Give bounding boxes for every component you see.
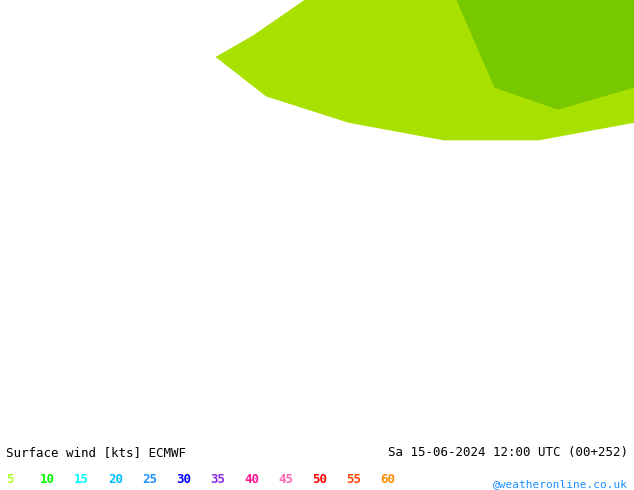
Text: 50: 50 [313,473,327,486]
Text: @weatheronline.co.uk: @weatheronline.co.uk [493,479,628,489]
Text: 35: 35 [210,473,225,486]
Text: 60: 60 [380,473,396,486]
Text: Sa 15-06-2024 12:00 UTC (00+252): Sa 15-06-2024 12:00 UTC (00+252) [387,446,628,459]
Text: 20: 20 [108,473,124,486]
Polygon shape [456,0,634,110]
Text: 15: 15 [74,473,89,486]
Text: 5: 5 [6,473,14,486]
Text: 10: 10 [41,473,55,486]
Text: 45: 45 [278,473,294,486]
Text: 30: 30 [176,473,191,486]
Polygon shape [216,0,634,140]
Text: 25: 25 [143,473,157,486]
Text: 55: 55 [346,473,361,486]
Text: 40: 40 [244,473,259,486]
Text: Surface wind [kts] ECMWF: Surface wind [kts] ECMWF [6,446,186,459]
